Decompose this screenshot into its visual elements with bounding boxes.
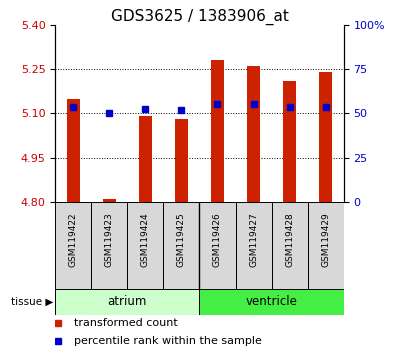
Bar <box>283 81 296 202</box>
Bar <box>55 289 199 315</box>
Bar <box>55 202 91 289</box>
Bar <box>308 202 344 289</box>
Bar <box>199 289 344 315</box>
Bar <box>175 119 188 202</box>
Bar <box>164 202 199 289</box>
Bar <box>67 98 80 202</box>
Bar <box>199 202 235 289</box>
Bar <box>247 66 260 202</box>
Text: transformed count: transformed count <box>74 318 178 328</box>
Bar <box>91 202 127 289</box>
Bar <box>235 202 272 289</box>
Text: GSM119424: GSM119424 <box>141 212 150 267</box>
Text: GSM119428: GSM119428 <box>285 212 294 267</box>
Text: GSM119426: GSM119426 <box>213 212 222 267</box>
Bar <box>211 60 224 202</box>
Title: GDS3625 / 1383906_at: GDS3625 / 1383906_at <box>111 8 288 25</box>
Text: atrium: atrium <box>108 295 147 308</box>
Text: ventricle: ventricle <box>246 295 297 308</box>
Bar <box>139 116 152 202</box>
Text: GSM119422: GSM119422 <box>69 212 78 267</box>
Text: percentile rank within the sample: percentile rank within the sample <box>74 336 262 346</box>
Text: tissue ▶: tissue ▶ <box>11 297 53 307</box>
Text: GSM119429: GSM119429 <box>321 212 330 267</box>
Bar <box>319 72 332 202</box>
Bar <box>272 202 308 289</box>
Text: GSM119427: GSM119427 <box>249 212 258 267</box>
Bar <box>103 199 116 202</box>
Text: GSM119423: GSM119423 <box>105 212 114 267</box>
Text: GSM119425: GSM119425 <box>177 212 186 267</box>
Bar <box>127 202 164 289</box>
